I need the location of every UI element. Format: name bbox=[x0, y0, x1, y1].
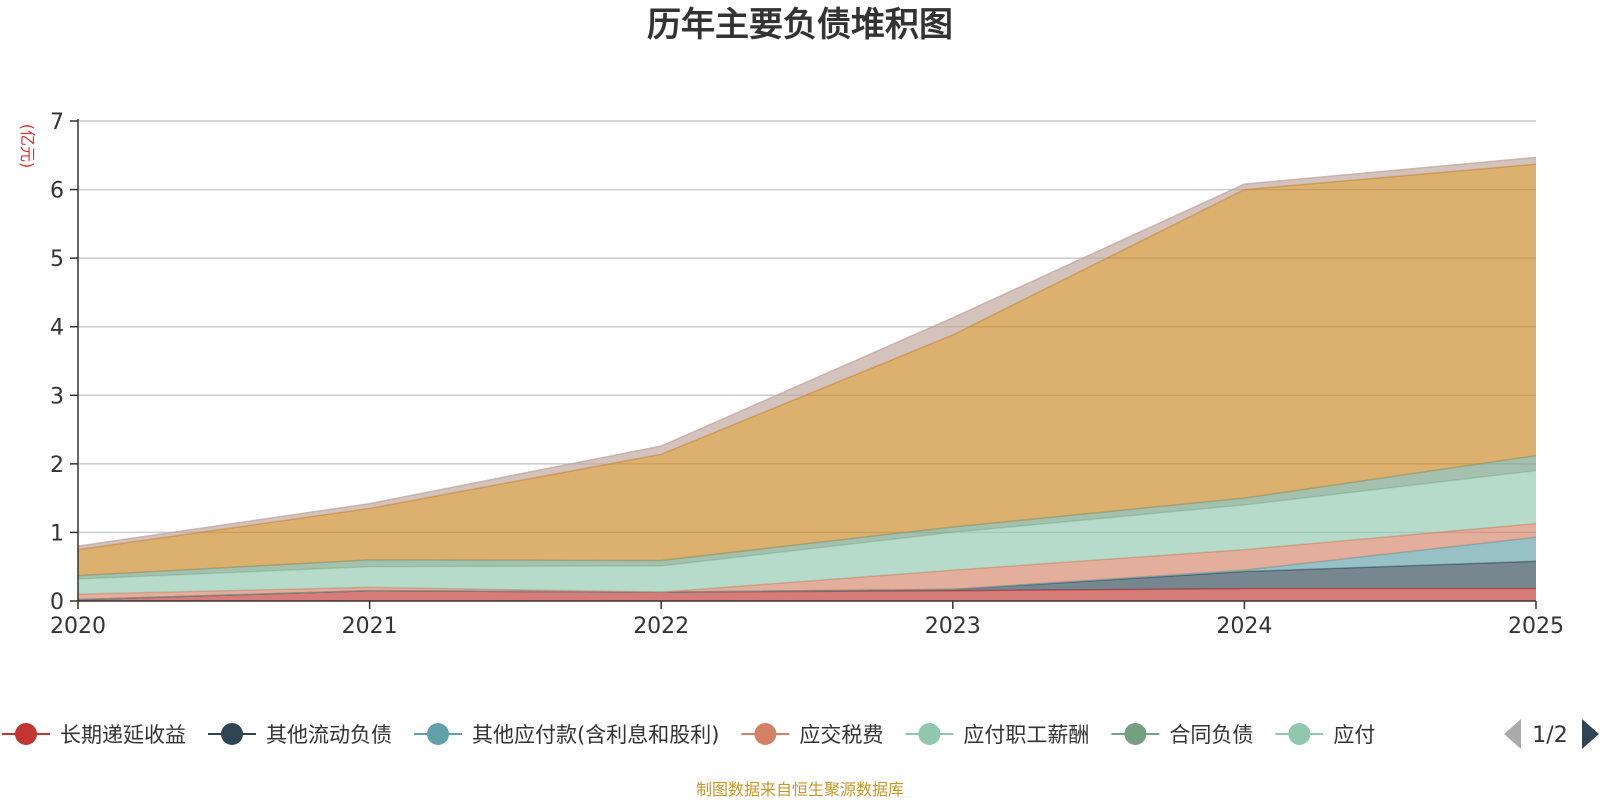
legend-swatch-dot bbox=[15, 723, 37, 745]
y-tick-label: 5 bbox=[50, 247, 64, 272]
legend-swatch-dot bbox=[754, 723, 777, 745]
x-tick-label: 2020 bbox=[50, 614, 106, 639]
y-tick-label: 4 bbox=[50, 316, 64, 341]
x-tick-label: 2025 bbox=[1508, 614, 1564, 639]
legend-label: 应付 bbox=[1333, 723, 1375, 747]
axes: 0 1 2 3 4 5 6 7 2020 2021 2022 2023 2024 2025 bbox=[50, 110, 1564, 639]
legend-items: 长期递延收益 其他流动负债 其他应付款(含利息和股利) 应交税费 应付职工薪酬 合同负债 应… bbox=[2, 723, 1375, 747]
x-tick-label: 2023 bbox=[925, 614, 981, 639]
x-tick-label: 2021 bbox=[342, 614, 398, 639]
legend-swatch-dot bbox=[221, 723, 243, 745]
legend-item-4[interactable]: 应交税费 bbox=[741, 723, 883, 747]
area-series-5 bbox=[78, 470, 1536, 595]
area-series-7 bbox=[78, 164, 1536, 576]
legend-item-5[interactable]: 应付职工薪酬 bbox=[905, 723, 1089, 747]
legend-pager: 1/2 bbox=[1504, 719, 1599, 749]
legend-swatch-dot bbox=[1124, 723, 1147, 745]
y-axis-unit-label: (亿元) bbox=[18, 124, 37, 169]
legend-prev-page-icon[interactable] bbox=[1504, 719, 1521, 749]
legend-label: 合同负债 bbox=[1169, 723, 1253, 747]
area-series-2 bbox=[78, 561, 1536, 600]
legend-label: 其他应付款(含利息和股利) bbox=[472, 723, 719, 747]
legend-item-3[interactable]: 其他应付款(含利息和股利) bbox=[414, 723, 719, 747]
legend-next-page-icon[interactable] bbox=[1582, 719, 1599, 749]
legend-label: 其他流动负债 bbox=[266, 723, 392, 747]
y-tick-label: 0 bbox=[50, 590, 64, 615]
legend-label: 长期递延收益 bbox=[60, 723, 186, 747]
legend-swatch-dot bbox=[1288, 723, 1311, 745]
x-tick-label: 2022 bbox=[633, 614, 689, 639]
legend-label: 应交税费 bbox=[799, 723, 883, 747]
y-tick-label: 1 bbox=[50, 521, 64, 546]
legend-label: 应付职工薪酬 bbox=[963, 723, 1089, 747]
y-tick-label: 7 bbox=[50, 110, 64, 135]
y-tick-label: 2 bbox=[50, 453, 64, 478]
y-tick-label: 3 bbox=[50, 384, 64, 409]
area-series-4 bbox=[78, 523, 1536, 600]
stacked-areas bbox=[77, 156, 1537, 601]
source-note: 制图数据来自恒生聚源数据库 bbox=[696, 780, 904, 799]
legend: 长期递延收益 其他流动负债 其他应付款(含利息和股利) 应交税费 应付职工薪酬 合同负债 应… bbox=[2, 723, 1375, 747]
area-series-8-line bbox=[77, 156, 1537, 547]
x-tick-label: 2024 bbox=[1216, 614, 1272, 639]
legend-page-indicator: 1/2 bbox=[1532, 723, 1567, 748]
y-tick-label: 6 bbox=[50, 179, 64, 204]
legend-item-6[interactable]: 合同负债 bbox=[1111, 723, 1253, 747]
legend-swatch-dot bbox=[427, 723, 449, 745]
chart-title: 历年主要负债堆积图 bbox=[647, 5, 953, 45]
legend-item-2[interactable]: 其他流动负债 bbox=[208, 723, 392, 747]
legend-item-7[interactable]: 应付 bbox=[1275, 723, 1375, 747]
legend-item-1[interactable]: 长期递延收益 bbox=[2, 723, 186, 747]
legend-swatch-dot bbox=[918, 723, 941, 745]
